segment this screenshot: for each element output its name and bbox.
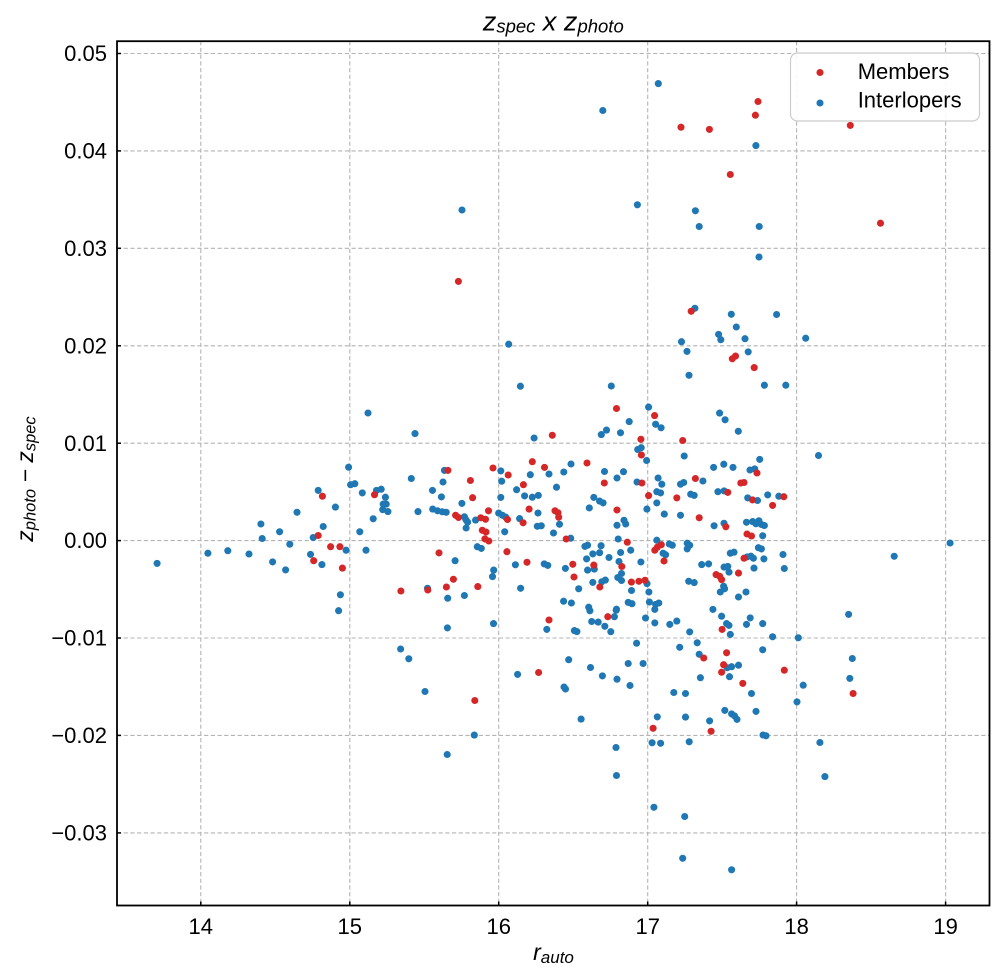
svg-text:14: 14 <box>189 914 213 939</box>
svg-text:18: 18 <box>784 914 808 939</box>
svg-text:−0.03: −0.03 <box>51 821 107 846</box>
svg-text:zspec x zphoto: zspec x zphoto <box>482 7 624 37</box>
svg-text:15: 15 <box>338 914 362 939</box>
svg-text:Members: Members <box>858 59 950 84</box>
svg-text:0.01: 0.01 <box>64 431 107 456</box>
svg-text:0.02: 0.02 <box>64 333 107 358</box>
svg-text:0.00: 0.00 <box>64 528 107 553</box>
svg-text:0.05: 0.05 <box>64 41 107 66</box>
svg-text:Interlopers: Interlopers <box>858 87 962 112</box>
svg-text:16: 16 <box>486 914 510 939</box>
svg-text:0.04: 0.04 <box>64 139 107 164</box>
svg-text:0.03: 0.03 <box>64 236 107 261</box>
svg-text:17: 17 <box>635 914 659 939</box>
svg-text:−0.01: −0.01 <box>51 626 107 651</box>
svg-text:−0.02: −0.02 <box>51 723 107 748</box>
svg-text:19: 19 <box>933 914 957 939</box>
